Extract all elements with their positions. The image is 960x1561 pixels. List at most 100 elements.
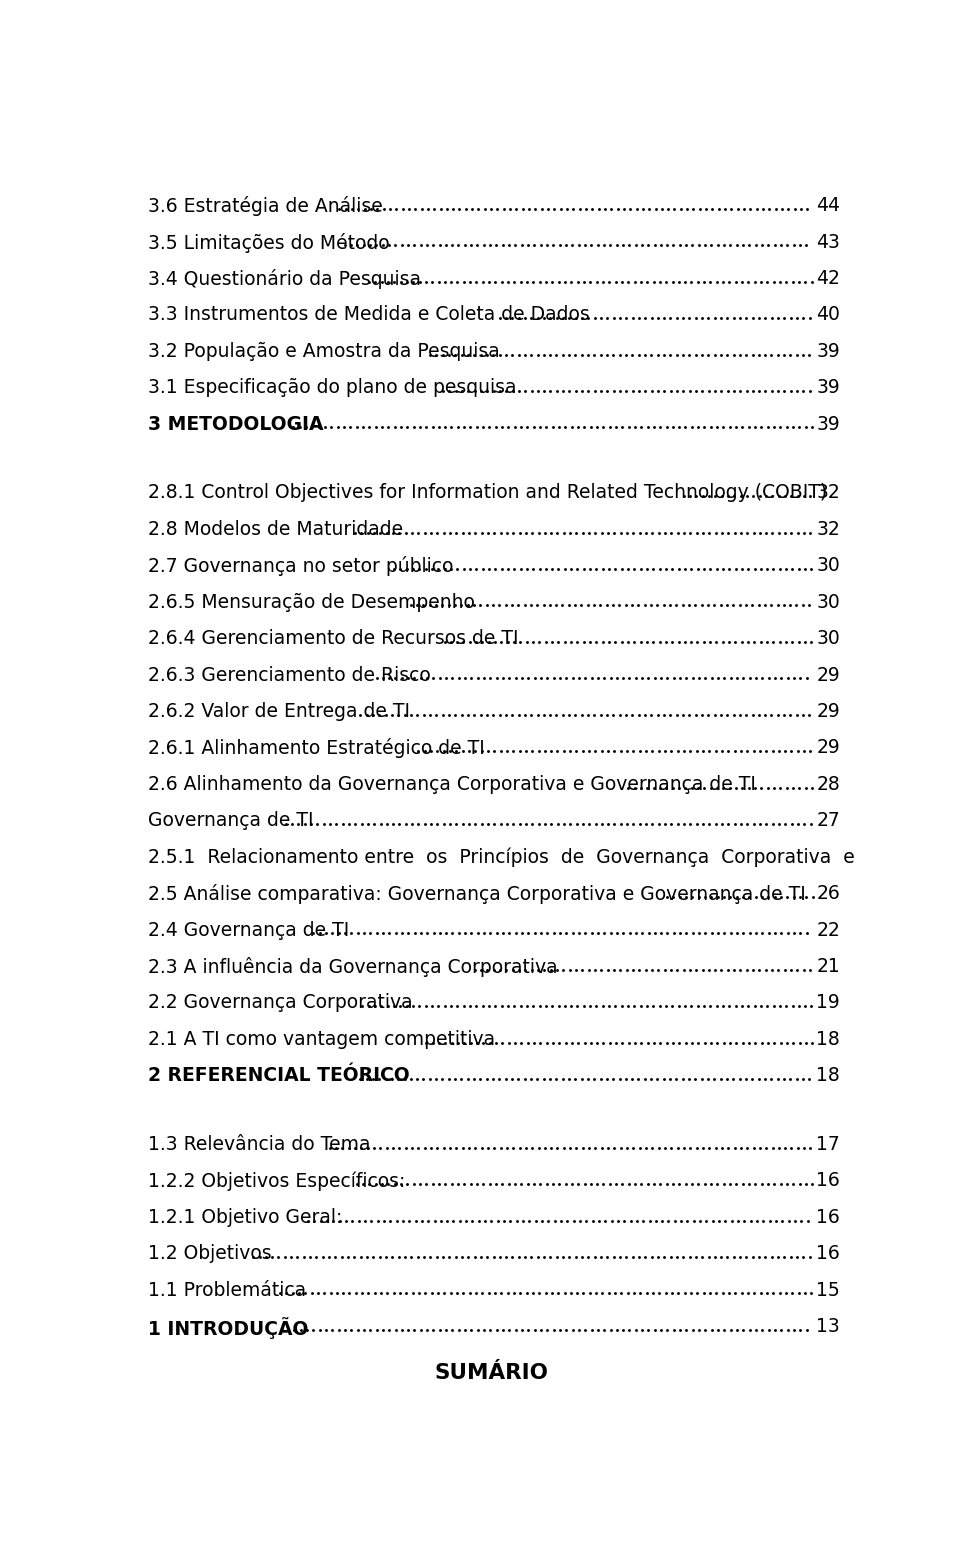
Point — [367, 740, 382, 765]
Point — [710, 885, 726, 910]
Point — [559, 1319, 574, 1344]
Point — [589, 521, 605, 546]
Point — [796, 595, 811, 620]
Point — [395, 631, 410, 656]
Point — [697, 667, 712, 692]
Point — [777, 595, 792, 620]
Point — [607, 740, 622, 765]
Point — [771, 1032, 786, 1057]
Point — [422, 485, 438, 510]
Point — [361, 270, 376, 295]
Point — [334, 308, 349, 332]
Text: 22: 22 — [816, 921, 840, 940]
Point — [764, 1068, 780, 1093]
Point — [367, 417, 382, 442]
Point — [385, 1032, 400, 1057]
Point — [418, 557, 433, 582]
Point — [666, 631, 682, 656]
Text: 30: 30 — [816, 629, 840, 648]
Point — [439, 885, 454, 910]
Point — [646, 379, 661, 404]
Point — [552, 885, 567, 910]
Point — [728, 270, 743, 295]
Point — [732, 595, 748, 620]
Point — [385, 417, 400, 442]
Point — [385, 308, 400, 332]
Point — [452, 343, 468, 368]
Point — [760, 1319, 776, 1344]
Point — [639, 557, 655, 582]
Point — [472, 958, 488, 983]
Point — [542, 308, 558, 332]
Point — [330, 1136, 346, 1161]
Point — [703, 270, 718, 295]
Point — [659, 1283, 674, 1308]
Point — [563, 1032, 578, 1057]
Point — [495, 234, 511, 259]
Point — [631, 485, 646, 510]
Point — [323, 417, 338, 442]
Point — [324, 631, 340, 656]
Point — [734, 776, 750, 801]
Point — [524, 1032, 540, 1057]
Point — [507, 557, 522, 582]
Point — [515, 1355, 530, 1380]
Text: 26: 26 — [816, 884, 840, 904]
Point — [741, 1283, 756, 1308]
Point — [344, 631, 359, 656]
Point — [576, 994, 591, 1019]
Point — [676, 308, 691, 332]
Text: 17: 17 — [816, 1135, 840, 1154]
Point — [467, 1174, 482, 1199]
Point — [451, 631, 467, 656]
Point — [618, 1174, 634, 1199]
Point — [771, 308, 786, 332]
Point — [450, 379, 466, 404]
Point — [353, 1032, 369, 1057]
Point — [498, 1246, 514, 1271]
Point — [382, 343, 397, 368]
Point — [512, 417, 527, 442]
Point — [616, 1355, 632, 1380]
Point — [567, 958, 583, 983]
Point — [575, 417, 590, 442]
Point — [637, 849, 653, 874]
Point — [745, 485, 760, 510]
Point — [621, 521, 636, 546]
Point — [640, 1136, 656, 1161]
Text: 2.8.1 Control Objectives for Information and Related Technology (COBIT): 2.8.1 Control Objectives for Information… — [148, 484, 828, 503]
Point — [727, 595, 742, 620]
Point — [469, 1319, 485, 1344]
Point — [538, 1032, 553, 1057]
Point — [733, 270, 749, 295]
Point — [581, 849, 596, 874]
Point — [526, 1136, 541, 1161]
Point — [528, 1355, 543, 1380]
Point — [746, 813, 761, 838]
Point — [694, 849, 709, 874]
Point — [393, 270, 408, 295]
Point — [403, 958, 419, 983]
Point — [684, 1136, 700, 1161]
Point — [457, 885, 472, 910]
Point — [475, 923, 491, 948]
Point — [492, 958, 507, 983]
Point — [368, 1283, 383, 1308]
Point — [614, 994, 630, 1019]
Point — [773, 1136, 788, 1161]
Point — [489, 521, 504, 546]
Point — [764, 1174, 780, 1199]
Point — [455, 740, 470, 765]
Point — [757, 308, 773, 332]
Point — [423, 417, 439, 442]
Point — [760, 379, 776, 404]
Point — [372, 1032, 388, 1057]
Point — [632, 1032, 647, 1057]
Point — [751, 958, 766, 983]
Point — [704, 521, 719, 546]
Point — [492, 849, 507, 874]
Point — [570, 994, 586, 1019]
Point — [544, 557, 560, 582]
Point — [440, 343, 455, 368]
Point — [367, 270, 382, 295]
